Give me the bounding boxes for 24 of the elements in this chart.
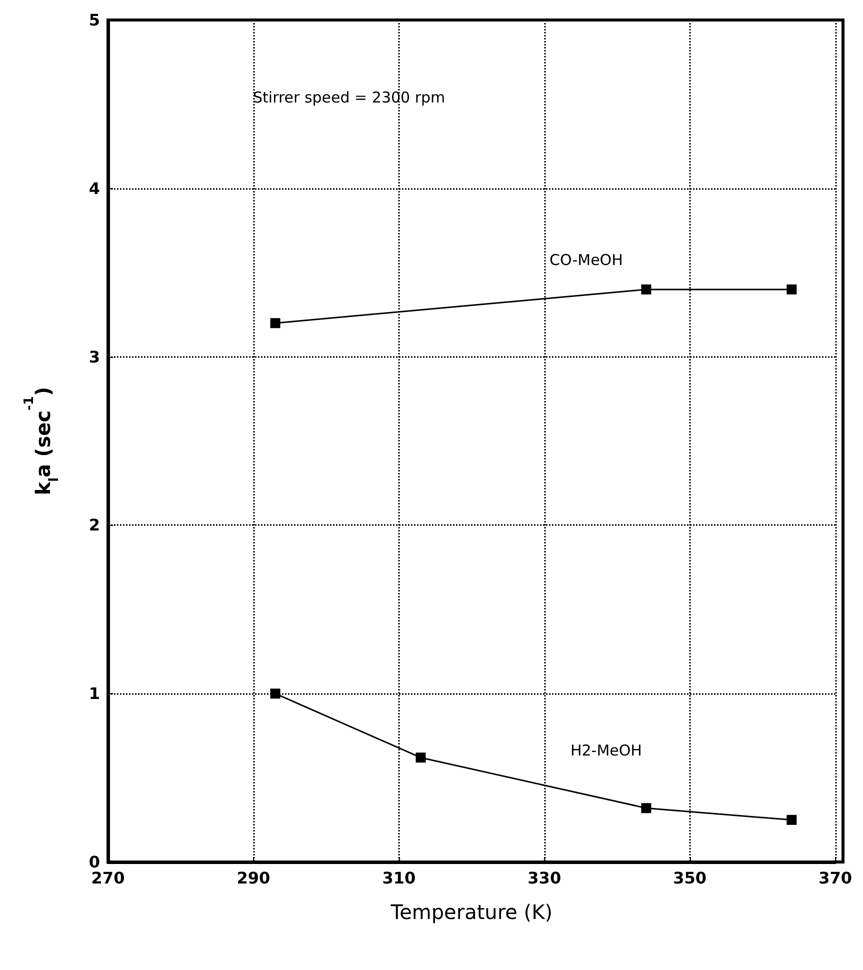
- x-tick-label: 270: [91, 868, 125, 888]
- y-tick-label: 0: [88, 852, 100, 872]
- x-tick-label: 310: [382, 868, 416, 888]
- y-tick-label: 4: [88, 178, 100, 198]
- point: [270, 318, 280, 328]
- x-tick-label: 350: [673, 868, 707, 888]
- point: [786, 284, 797, 294]
- annotation: Stirrer speed = 2300 rpm: [253, 88, 446, 106]
- y-tick-label: 3: [88, 347, 100, 366]
- x-tick-label: 330: [528, 868, 562, 888]
- text: H2-MeOH: [570, 742, 642, 760]
- y-axis-title: kla (sec-1): [22, 386, 62, 496]
- point: [416, 752, 426, 763]
- series-label: CO-MeOH: [550, 250, 623, 269]
- point: [641, 284, 652, 294]
- x-tick-label: 290: [236, 868, 270, 888]
- point: [786, 814, 797, 825]
- x-axis-title: Temperature (K): [390, 900, 553, 924]
- y-tick-label: 1: [88, 684, 100, 704]
- point: [270, 688, 280, 699]
- point: [641, 803, 652, 814]
- y-tick-label: 2: [88, 516, 100, 535]
- y-tick-label: 5: [88, 10, 100, 30]
- x-tick-label: 370: [818, 868, 852, 888]
